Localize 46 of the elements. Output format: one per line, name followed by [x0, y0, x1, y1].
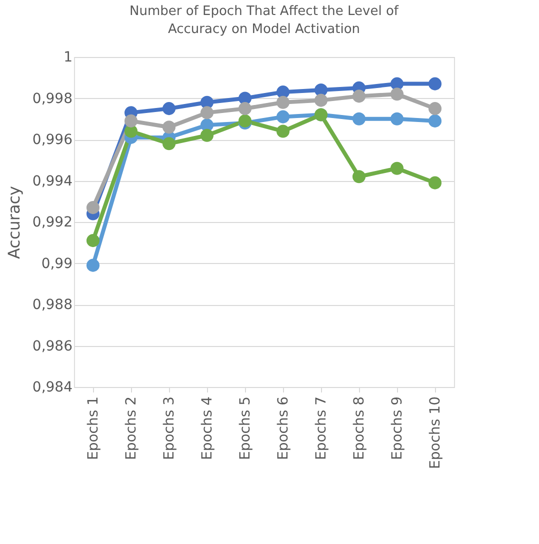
point: [390, 112, 404, 126]
x-tick-label: Epochs 6: [276, 396, 292, 460]
y-tick-label: 1: [64, 50, 72, 66]
point: [162, 137, 176, 150]
x-tick-label: Epochs 1: [86, 396, 102, 460]
point: [86, 201, 100, 214]
point: [428, 102, 442, 116]
chart-title: Number of Epoch That Affect the Level of Accuracy on Model Activation: [129, 4, 399, 37]
y-tick-label: 0,99: [41, 256, 72, 272]
point: [162, 120, 176, 134]
y-axis-title: Accuracy: [4, 186, 24, 260]
point: [352, 112, 366, 126]
x-tick-label: Epochs 8: [352, 396, 368, 460]
x-tick-label: Epochs 9: [390, 396, 406, 460]
y-tick-label: 0,984: [32, 380, 73, 396]
point: [390, 162, 404, 175]
x-tick-label: Epochs 7: [314, 396, 330, 460]
point: [352, 90, 366, 103]
point: [390, 88, 404, 101]
x-tick-label: Epochs 10: [428, 396, 444, 469]
point: [276, 110, 290, 124]
y-tick-label: 0,992: [32, 214, 72, 230]
point: [238, 114, 252, 128]
y-tick-label: 0,986: [32, 338, 73, 354]
point: [276, 124, 290, 138]
point: [352, 170, 366, 184]
point: [124, 114, 138, 128]
y-tick-label: 0,994: [32, 173, 73, 190]
y-tick-label: 0,998: [32, 90, 72, 107]
point: [162, 102, 176, 116]
y-tick-label: 0,988: [32, 297, 72, 313]
point: [200, 128, 214, 142]
point: [428, 77, 442, 90]
point: [86, 234, 100, 248]
x-tick-label: Epochs 3: [162, 396, 178, 460]
x-tick-label: Epochs 5: [238, 396, 254, 460]
point: [200, 106, 214, 120]
x-tick-label: Epochs 4: [200, 396, 216, 460]
point: [238, 102, 252, 116]
x-tick-label: Epochs 2: [124, 396, 140, 460]
point: [428, 114, 442, 128]
point: [276, 96, 290, 109]
point: [314, 94, 328, 107]
point: [86, 258, 100, 272]
point: [428, 176, 442, 190]
y-tick-label: 0,996: [32, 132, 73, 148]
